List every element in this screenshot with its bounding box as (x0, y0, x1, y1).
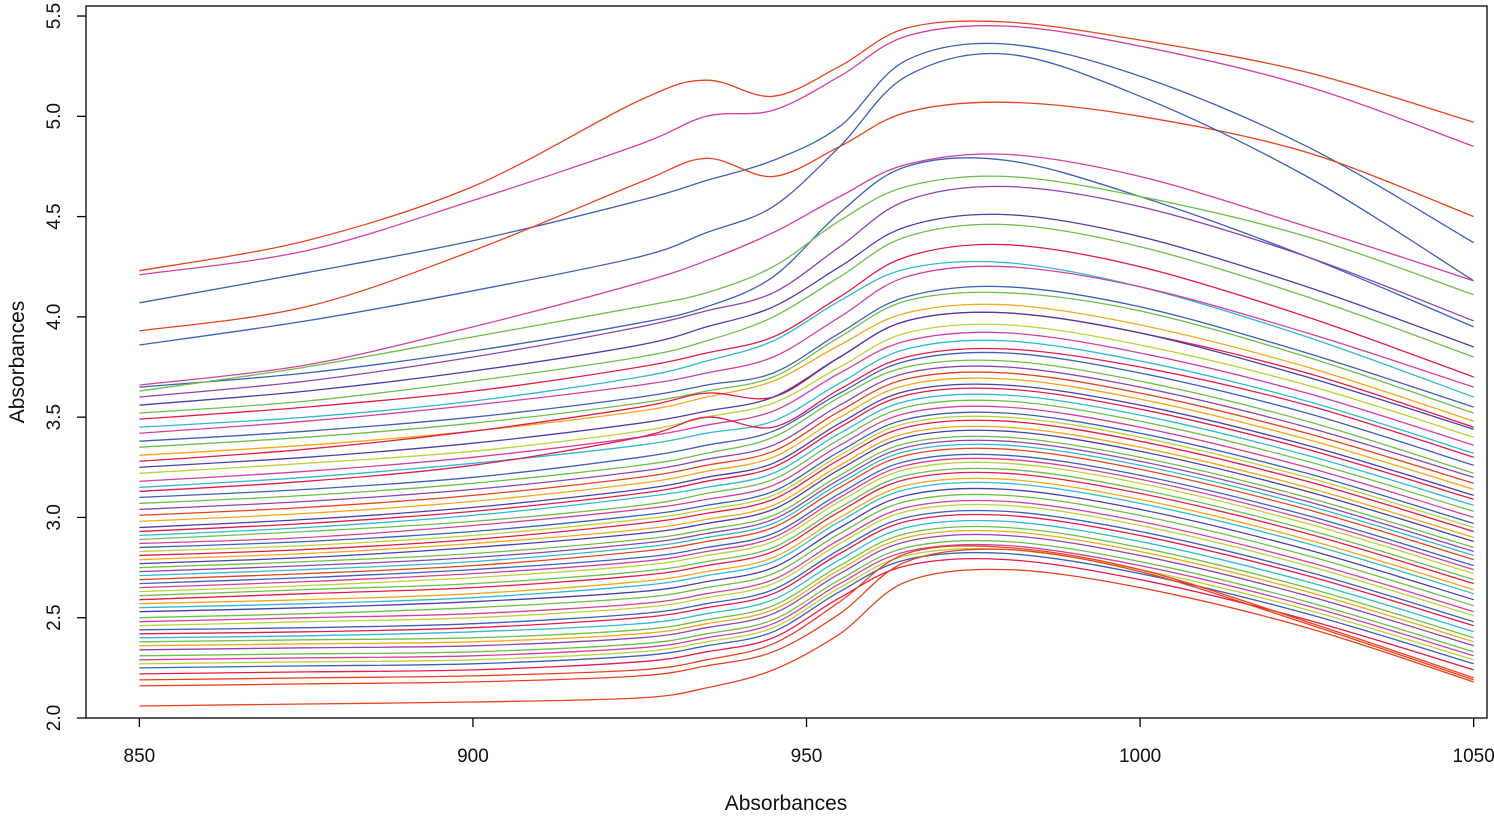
series-line-46 (139, 467, 1474, 597)
series-line-2 (139, 25, 1474, 276)
series-line-38 (139, 429, 1474, 565)
series-line-40 (139, 439, 1474, 573)
series-line-52 (139, 499, 1474, 623)
x-axis: 850 900 950 1000 1050 (124, 718, 1494, 767)
series-line-54 (139, 509, 1474, 631)
series-line-62 (139, 547, 1474, 665)
series-line-28 (139, 377, 1474, 523)
series-layer (139, 20, 1475, 707)
y-axis: 2.0 2.5 3.0 3.5 4.0 4.5 5.0 5.5 (44, 3, 86, 731)
series-line-22 (139, 339, 1474, 489)
series-line-23 (139, 347, 1474, 493)
series-line-57 (139, 525, 1474, 643)
y-tick-label: 2.5 (44, 604, 65, 630)
series-line-65 (139, 545, 1474, 681)
x-tick-label: 950 (791, 746, 823, 767)
series-line-12 (139, 243, 1474, 420)
series-line-59 (139, 533, 1474, 651)
series-line-41 (139, 443, 1474, 577)
y-tick-label: 2.0 (44, 705, 65, 731)
series-line-11 (139, 223, 1474, 414)
series-line-17 (139, 303, 1474, 456)
x-tick-label: 1000 (1119, 746, 1161, 767)
series-line-64 (139, 557, 1474, 675)
series-line-50 (139, 487, 1474, 613)
series-line-9 (139, 185, 1474, 398)
series-line-16 (139, 291, 1474, 448)
y-tick-label: 3.5 (44, 404, 65, 430)
series-line-36 (139, 419, 1474, 557)
series-line-1 (139, 20, 1474, 272)
series-line-32 (139, 399, 1474, 541)
x-tick-label: 850 (124, 746, 156, 767)
series-line-29 (139, 383, 1474, 529)
series-line-33 (139, 405, 1474, 545)
y-tick-label: 5.0 (44, 103, 65, 129)
series-line-35 (139, 415, 1474, 553)
series-line-49 (139, 481, 1474, 609)
series-line-26 (139, 365, 1474, 511)
plot-frame (85, 5, 1488, 719)
series-line-34 (139, 411, 1474, 549)
y-tick-label: 4.0 (44, 304, 65, 330)
series-line-19 (139, 311, 1474, 468)
x-tick-label: 900 (457, 746, 489, 767)
series-line-48 (139, 477, 1474, 605)
y-axis-title: Absorbances (6, 301, 29, 424)
series-line-56 (139, 519, 1474, 639)
series-line-27 (139, 371, 1474, 517)
series-line-13 (139, 260, 1474, 428)
series-line-45 (139, 461, 1474, 593)
series-line-20 (139, 323, 1474, 474)
series-line-44 (139, 457, 1474, 589)
series-line-14 (139, 265, 1474, 434)
x-axis-title: Absorbances (725, 792, 848, 815)
series-line-53 (139, 503, 1474, 627)
series-line-7 (139, 157, 1474, 388)
series-line-63 (139, 551, 1474, 669)
y-tick-label: 3.0 (44, 504, 65, 530)
y-tick-label: 4.5 (44, 203, 65, 229)
series-line-24 (139, 351, 1474, 499)
x-tick-label: 1050 (1453, 746, 1494, 767)
series-line-3 (139, 42, 1475, 304)
series-line-60 (139, 539, 1474, 657)
series-line-66 (139, 548, 1474, 687)
series-line-21 (139, 331, 1474, 482)
series-line-42 (139, 447, 1474, 581)
series-line-58 (139, 529, 1474, 647)
series-line-6 (139, 153, 1474, 386)
series-line-31 (139, 393, 1474, 537)
series-line-15 (139, 285, 1474, 442)
series-line-30 (139, 387, 1474, 533)
series-line-39 (139, 435, 1474, 569)
series-line-5 (139, 52, 1475, 346)
series-line-10 (139, 213, 1474, 406)
series-line-4 (139, 101, 1474, 332)
series-line-61 (139, 543, 1474, 661)
series-line-47 (139, 471, 1474, 601)
series-line-43 (139, 453, 1474, 585)
series-line-67 (139, 568, 1474, 707)
series-line-8 (139, 175, 1474, 392)
series-line-25 (139, 359, 1474, 505)
y-tick-label: 5.5 (44, 3, 65, 29)
series-line-51 (139, 493, 1474, 619)
series-line-37 (139, 425, 1474, 561)
series-line-55 (139, 513, 1474, 635)
